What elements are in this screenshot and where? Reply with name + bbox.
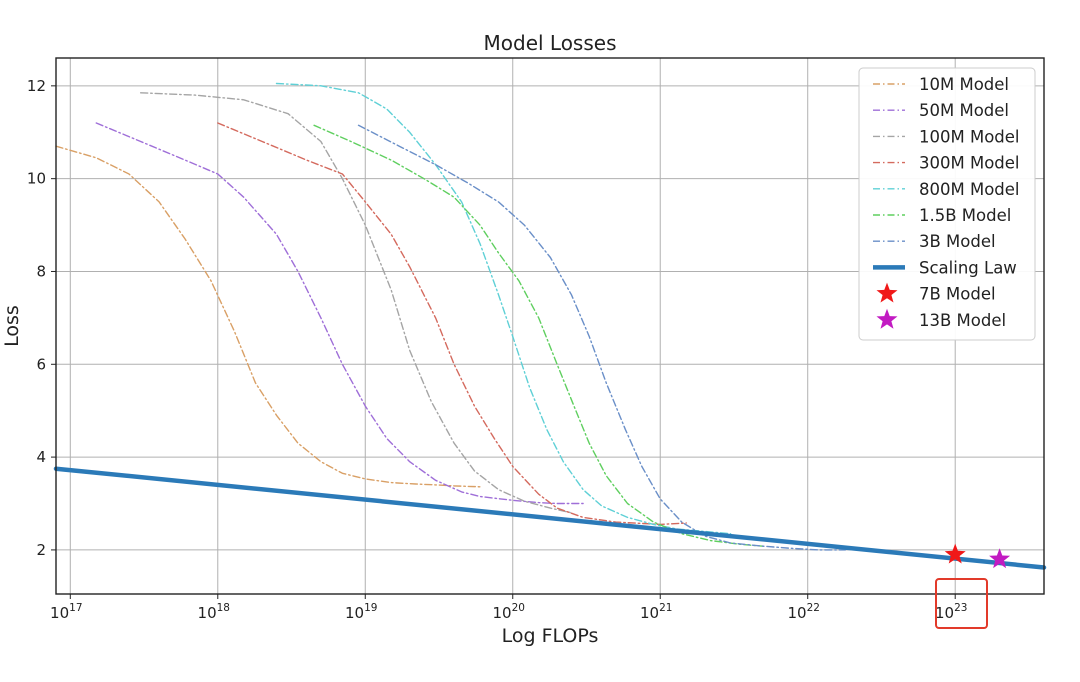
legend-label: 300M Model xyxy=(919,154,1020,173)
x-tick-label: 1017 xyxy=(50,602,82,622)
series-line-10m-model xyxy=(55,145,481,488)
series-line-800m-model xyxy=(275,82,732,535)
x-tick-base: 10 xyxy=(198,604,217,622)
legend-label: 800M Model xyxy=(919,180,1020,199)
x-tick-exponent: 17 xyxy=(69,602,82,614)
plot-frame xyxy=(55,57,1045,595)
highlight-box xyxy=(935,578,988,629)
x-tick-base: 10 xyxy=(787,604,806,622)
legend-items: 10M Model 50M Model 100M Model 300M Model 80… xyxy=(873,75,1020,330)
legend: 10M Model 50M Model 100M Model 300M Model 80… xyxy=(858,67,1036,341)
x-tick-exponent: 23 xyxy=(954,602,967,614)
x-tick-label: 1022 xyxy=(787,602,819,622)
series-layer xyxy=(53,82,1047,570)
x-tick-base: 10 xyxy=(345,604,364,622)
x-axis-label: Log FLOPs xyxy=(502,625,599,647)
y-tick-label: 10 xyxy=(27,170,46,188)
x-tick-base: 10 xyxy=(493,604,512,622)
y-tick-label: 6 xyxy=(36,355,46,373)
series-line-3b-model xyxy=(357,124,847,551)
x-tick-base: 10 xyxy=(50,604,69,622)
legend-star-swatch xyxy=(876,308,898,329)
legend-label: 13B Model xyxy=(919,311,1006,330)
legend-label: Scaling Law xyxy=(919,258,1017,277)
y-tick-label: 2 xyxy=(36,541,46,559)
legend-label: 50M Model xyxy=(919,101,1009,120)
x-tick-label: 1018 xyxy=(198,602,230,622)
series-line-50m-model xyxy=(95,122,584,505)
x-tick-exponent: 18 xyxy=(217,602,230,614)
x-tick-label: 1023 xyxy=(935,602,967,622)
legend-label: 100M Model xyxy=(919,127,1020,146)
series-line-1-5b-model xyxy=(313,124,764,547)
x-tick-label: 1019 xyxy=(345,602,377,622)
x-tick-exponent: 21 xyxy=(659,602,672,614)
marker-13b-model xyxy=(989,548,1011,569)
x-tick-base: 10 xyxy=(640,604,659,622)
legend-label: 1.5B Model xyxy=(919,206,1011,225)
x-tick-base: 10 xyxy=(935,604,954,622)
x-tick-exponent: 19 xyxy=(364,602,377,614)
legend-label: 3B Model xyxy=(919,232,996,251)
chart-title: Model Losses xyxy=(484,31,617,55)
x-tick-exponent: 20 xyxy=(512,602,525,614)
x-tick-label: 1021 xyxy=(640,602,672,622)
y-tick-label: 8 xyxy=(36,262,46,280)
y-tick-label: 4 xyxy=(36,448,46,466)
legend-star-swatch xyxy=(876,282,898,303)
marker-layer xyxy=(944,543,1011,569)
marker-7b-model xyxy=(944,543,966,564)
x-tick-label: 1020 xyxy=(493,602,525,622)
x-tick-exponent: 22 xyxy=(807,602,820,614)
series-line-300m-model xyxy=(217,122,687,526)
legend-label: 7B Model xyxy=(919,285,996,304)
y-axis-label: Loss xyxy=(1,305,23,347)
series-line-100m-model xyxy=(140,92,573,514)
y-tick-label: 12 xyxy=(27,77,46,95)
legend-label: 10M Model xyxy=(919,75,1009,94)
series-line-scaling-law xyxy=(53,466,1047,570)
